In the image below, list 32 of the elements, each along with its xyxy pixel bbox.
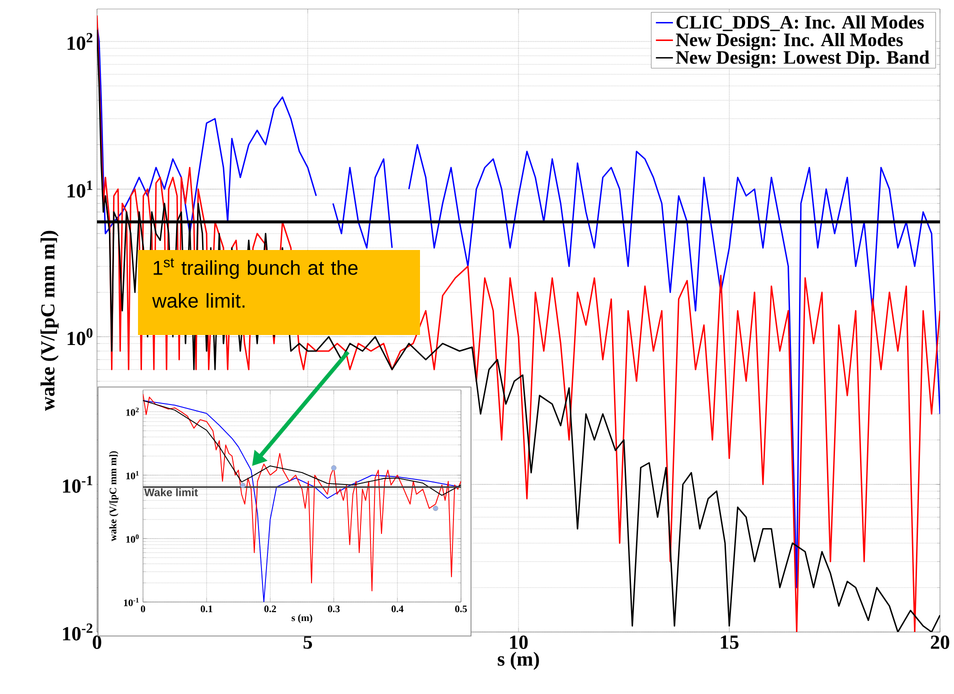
y-tick-label: 10$^{-1}$ [63, 476, 92, 493]
x-tick-label: 0.3 [328, 606, 340, 612]
y-axis-title: wake (V/[pC mm m]) [109, 451, 118, 542]
x-axis-title: s (m) [498, 652, 539, 670]
legend-label: New Design: Inc. All Modes [676, 32, 903, 50]
x-tick-label: 10 [510, 636, 528, 649]
line-series [143, 400, 462, 496]
y-tick-label: 10$^{0}$ [126, 534, 139, 543]
y-tick-label: 10$^{2}$ [126, 408, 139, 416]
x-tick-label: 20 [930, 636, 950, 649]
x-tick-label: 0 [92, 636, 102, 649]
y-tick-label: 10$^{-1}$ [124, 598, 139, 606]
point [331, 465, 336, 471]
y-tick-label: 10$^{0}$ [68, 328, 92, 346]
ref-line-label: Wake limit [144, 488, 198, 496]
y-tick-label: 10$^{2}$ [68, 33, 92, 50]
y-axis-title: wake (V/[pC mm m]) [40, 230, 59, 411]
annotation: 1$^{st}$ trailing bunch at the wake limit. [152, 258, 358, 308]
x-axis-title: s (m) [292, 614, 312, 624]
x-tick-label: 0.2 [264, 606, 276, 612]
legend-label: New Design: Lowest Dip. Band [676, 50, 930, 68]
point [432, 506, 438, 511]
x-tick-label: 0.5 [455, 606, 467, 612]
x-tick-label: 15 [720, 636, 738, 649]
legend-label: CLIC_DDS_A: Inc. All Modes [676, 15, 924, 32]
y-tick-label: 10$^{-2}$ [63, 624, 92, 640]
x-tick-label: 0 [140, 606, 146, 612]
y-tick-label: 10$^{1}$ [68, 180, 92, 198]
point [240, 482, 246, 488]
y-tick-label: 10$^{1}$ [126, 471, 139, 480]
x-tick-label: 0.4 [392, 606, 404, 612]
x-tick-label: 0.1 [200, 606, 212, 612]
